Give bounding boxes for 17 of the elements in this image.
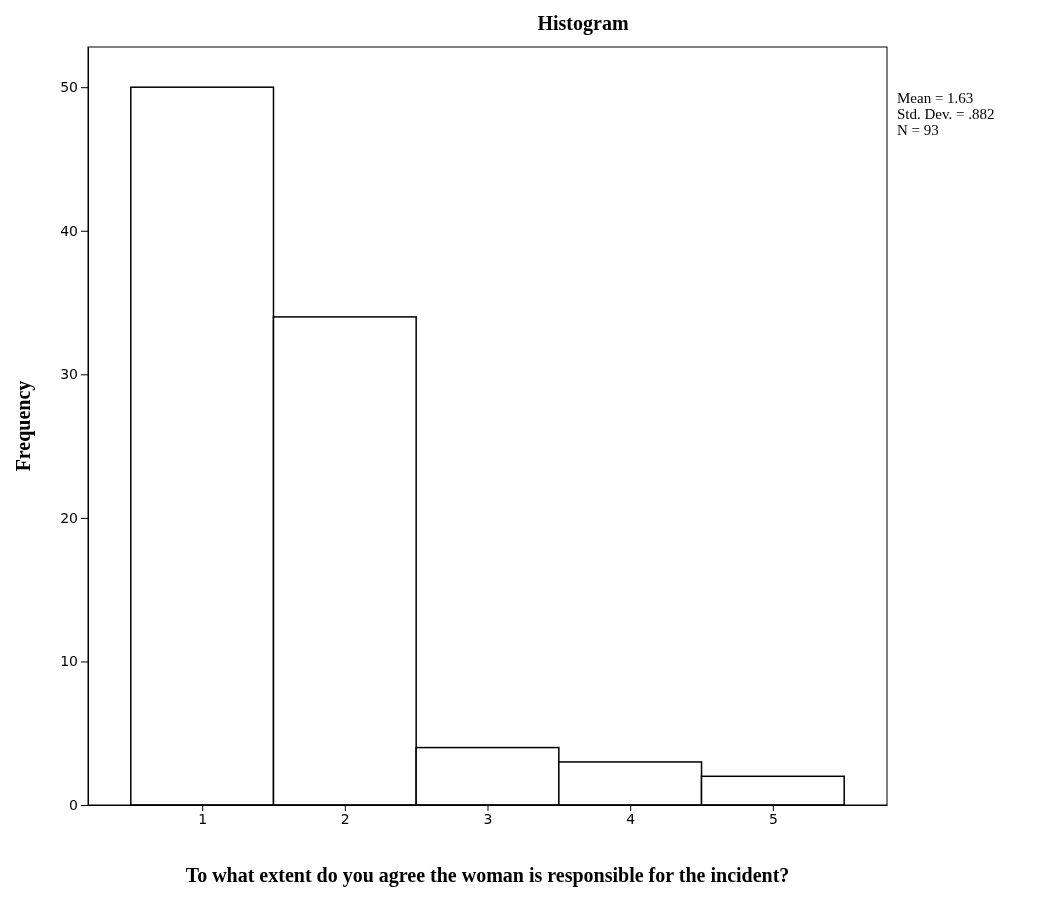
x-tick-label: 1 — [198, 810, 208, 827]
y-axis-title: Frequency — [12, 380, 35, 472]
text: N = 93 — [897, 122, 939, 138]
text: Std. Dev. = .882 — [897, 106, 995, 122]
chart-title: Histogram — [537, 12, 629, 35]
x-tick-label: 4 — [626, 810, 636, 827]
y-tick-label: 10 — [60, 653, 78, 670]
y-tick-label: 50 — [60, 79, 78, 96]
x-tick-label: 5 — [768, 810, 778, 827]
x-tick-label: 2 — [340, 810, 350, 827]
text: Mean = 1.63 — [897, 90, 974, 106]
x-axis-title: To what extent do you agree the woman is responsible for the incident? — [185, 864, 790, 887]
y-tick-label: 20 — [60, 509, 78, 526]
y-tick-label: 40 — [60, 222, 78, 239]
y-tick-label: 30 — [60, 366, 78, 383]
y-tick-label: 0 — [69, 796, 78, 813]
x-tick-label: 3 — [483, 810, 493, 827]
